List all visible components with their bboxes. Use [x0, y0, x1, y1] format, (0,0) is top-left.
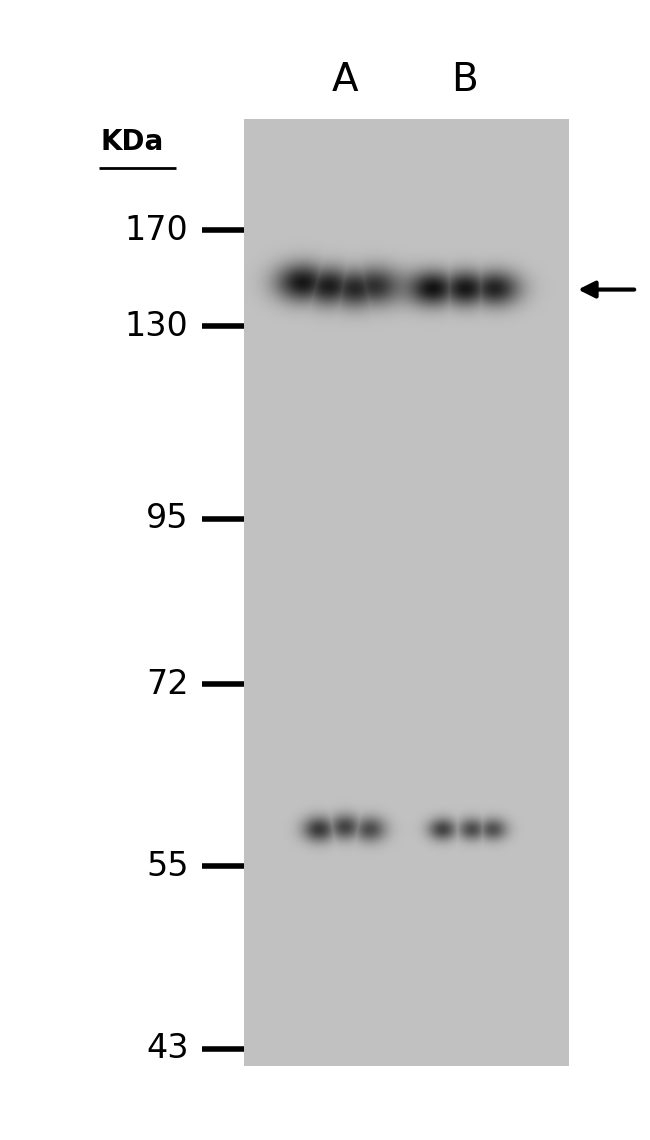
Text: 170: 170: [125, 214, 188, 246]
Text: 43: 43: [146, 1033, 188, 1065]
Text: 72: 72: [146, 668, 188, 700]
Text: A: A: [332, 60, 358, 99]
Text: 55: 55: [146, 850, 188, 882]
Text: 130: 130: [125, 310, 188, 342]
Text: KDa: KDa: [101, 129, 164, 156]
Text: B: B: [451, 60, 478, 99]
Text: 95: 95: [146, 503, 188, 535]
